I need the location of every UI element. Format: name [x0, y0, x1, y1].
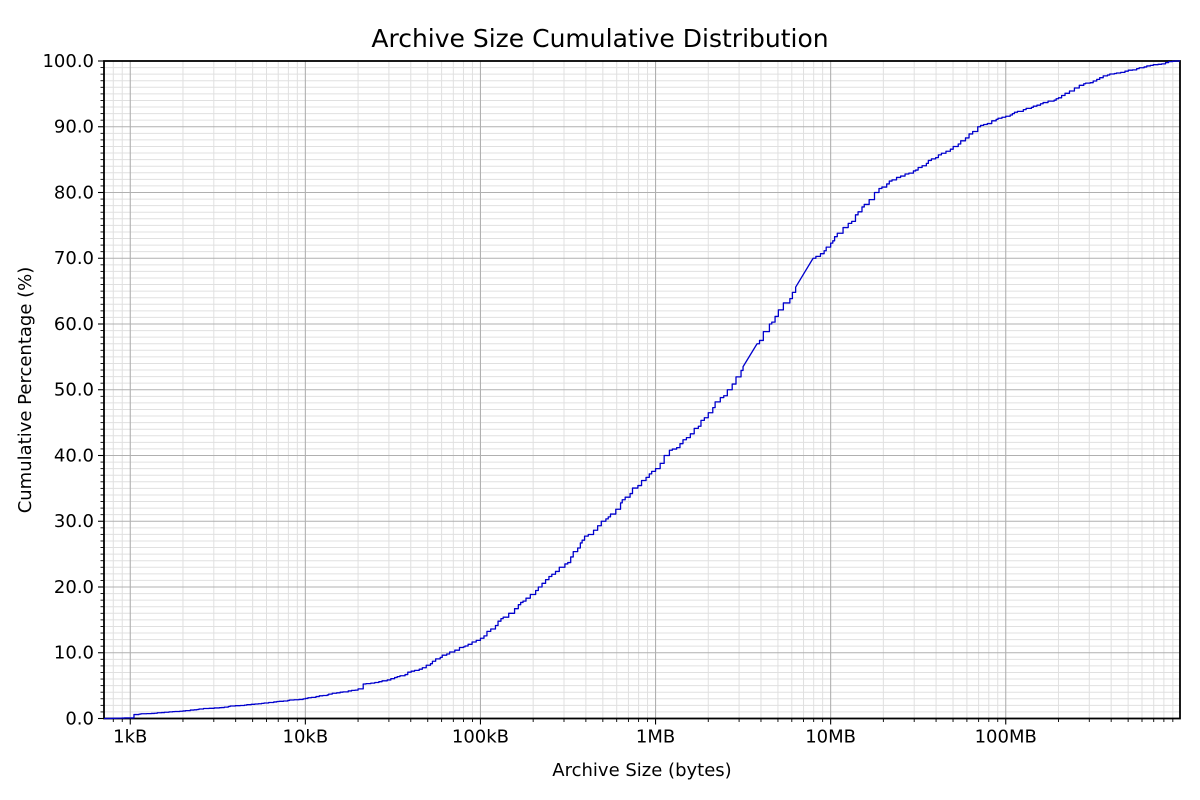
y-tick-label: 90.0 — [54, 117, 94, 138]
grid-major-lines — [104, 61, 1180, 719]
x-tick-label: 1kB — [113, 727, 147, 748]
x-tick-label: 10MB — [805, 727, 856, 748]
y-tick-label: 20.0 — [54, 577, 94, 598]
x-axis-label: Archive Size (bytes) — [552, 760, 731, 781]
y-tick-label: 30.0 — [54, 511, 94, 532]
x-tick-label: 10kB — [283, 727, 329, 748]
plot-frame — [103, 60, 1181, 720]
y-tick-label: 80.0 — [54, 182, 94, 203]
y-tick-label: 50.0 — [54, 380, 94, 401]
axis-tick-labels: 0.0 10.0 20.0 30.0 40.0 50.0 60.0 70.0 80.0 90.0 1… — [42, 51, 1036, 748]
y-tick-label: 100.0 — [42, 51, 94, 72]
y-tick-label: 70.0 — [54, 248, 94, 269]
x-tick-label: 1MB — [636, 727, 675, 748]
y-axis-label: Cumulative Percentage (%) — [15, 267, 36, 514]
axis-ticks — [98, 60, 1174, 725]
y-tick-label: 10.0 — [54, 643, 94, 664]
x-tick-label: 100kB — [452, 727, 509, 748]
y-tick-label: 0.0 — [65, 708, 94, 729]
chart-title: Archive Size Cumulative Distribution — [371, 24, 828, 53]
x-tick-label: 100MB — [975, 727, 1037, 748]
y-tick-label: 60.0 — [54, 314, 94, 335]
y-tick-label: 40.0 — [54, 445, 94, 466]
cdf-line — [104, 60, 1180, 720]
